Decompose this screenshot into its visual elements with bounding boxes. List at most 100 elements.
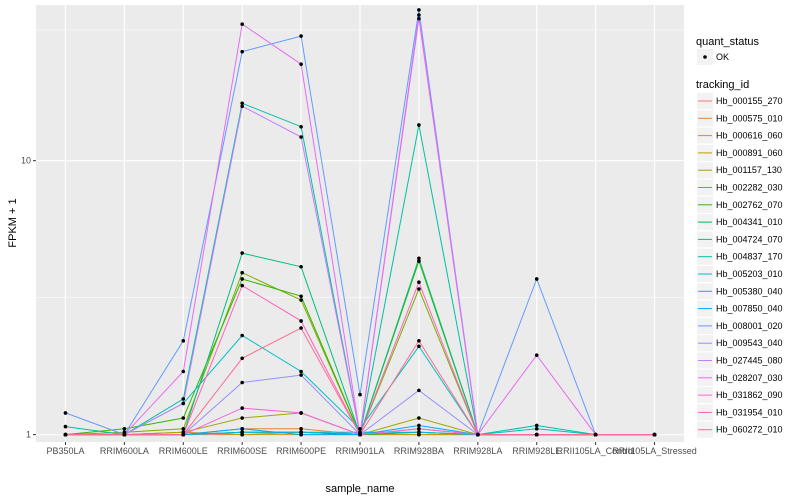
x-tick-label: RRIM600LE [159,446,208,456]
legend-label: Hb_001157_130 [716,165,782,175]
data-point [652,432,657,437]
color-legend-title: tracking_id [696,79,749,91]
x-tick-label: RRIM928LA [453,446,502,456]
legend-label: Hb_027445_080 [716,356,783,366]
data-point [534,432,539,437]
y-tick-label: 10 [21,156,31,166]
data-point [240,430,244,435]
data-point [534,427,539,431]
x-tick-label: PB350LA [46,446,84,456]
data-point [122,432,127,437]
data-point [417,416,421,420]
data-point [299,294,303,299]
legend-label: Hb_000155_270 [716,96,783,106]
x-tick-label: RRIM928BA [394,446,444,456]
data-point [358,432,362,437]
legend-label: Hb_000891_060 [716,148,783,158]
legend-label: Hb_004837_170 [716,252,783,262]
x-tick-label: RRIM600SE [217,446,267,456]
data-point [240,356,244,361]
data-point [358,427,362,431]
data-point [181,401,186,406]
data-point [240,251,244,255]
data-point [181,427,186,431]
data-point [417,259,421,263]
legend-label: Hb_002762_070 [716,200,783,210]
data-point [299,298,303,302]
data-point [299,427,303,431]
data-point [534,423,539,428]
data-point [181,397,186,401]
data-point [417,339,421,343]
data-point [240,22,244,26]
data-point [240,277,244,281]
data-point [240,270,244,275]
data-point [240,406,244,410]
legend-label: Hb_009543_040 [716,338,783,348]
y-axis-title: FPKM + 1 [7,198,19,247]
x-tick-label: RRIM600LA [100,446,149,456]
data-point [417,430,421,435]
data-point [63,424,68,429]
legend-label: Hb_004724_070 [716,234,783,244]
data-point [299,326,303,330]
data-point [240,416,244,420]
legend-label: OK [716,52,729,62]
data-point [299,34,303,38]
legend-label: Hb_008001_020 [716,321,783,331]
legend: quant_status OK tracking_id Hb_000155_27… [696,36,783,438]
data-point [417,16,421,21]
data-point [240,427,244,431]
data-point [417,344,421,349]
x-tick-label: RRIM928LE [512,446,561,456]
legend-label: Hb_031862_090 [716,390,783,400]
series-points [63,8,657,437]
data-point [417,388,421,393]
x-tick-label: RRIM600PE [276,446,326,456]
data-point [534,353,539,357]
legend-label: Hb_002282_030 [716,183,783,193]
data-point [240,49,244,54]
data-point [63,411,68,415]
data-point [299,62,303,66]
y-tick-label: 1 [26,430,31,440]
legend-label: Hb_000616_060 [716,131,783,141]
data-point [299,135,303,139]
data-point [534,277,539,281]
data-point [299,264,303,269]
data-point [417,13,421,17]
data-point [417,280,421,285]
x-tick-label: RRII105LA_Control [557,446,635,456]
data-point [299,319,303,323]
data-point [181,369,186,374]
x-axis: PB350LA RRIM600LA RRIM600LE RRIM600SE RRIM60… [46,442,697,456]
data-point [417,427,421,431]
legend-label: Hb_004341_010 [716,217,783,227]
legend-label: Hb_060272_010 [716,425,783,435]
y-axis: 1 10 [21,156,36,440]
data-point [417,8,421,12]
data-point [417,423,421,428]
data-point [181,339,186,343]
data-point [181,416,186,420]
legend-label: Hb_005203_010 [716,269,783,279]
data-point [299,373,303,377]
data-point [476,432,480,437]
legend-label: Hb_028207_030 [716,373,783,383]
data-point [181,432,186,437]
data-point [417,287,421,291]
legend-key-point [703,55,707,59]
legend-label: Hb_005380_040 [716,286,783,296]
data-point [63,432,68,437]
data-point [240,104,244,109]
shape-legend-items: OK [697,49,729,65]
data-point [122,427,127,431]
data-point [299,432,303,437]
data-point [240,283,244,288]
data-point [417,123,421,127]
data-point [299,411,303,415]
legend-label: Hb_000575_010 [716,113,783,123]
data-point [417,256,421,261]
x-tick-label: RRII105LA_Stressed [612,446,697,456]
